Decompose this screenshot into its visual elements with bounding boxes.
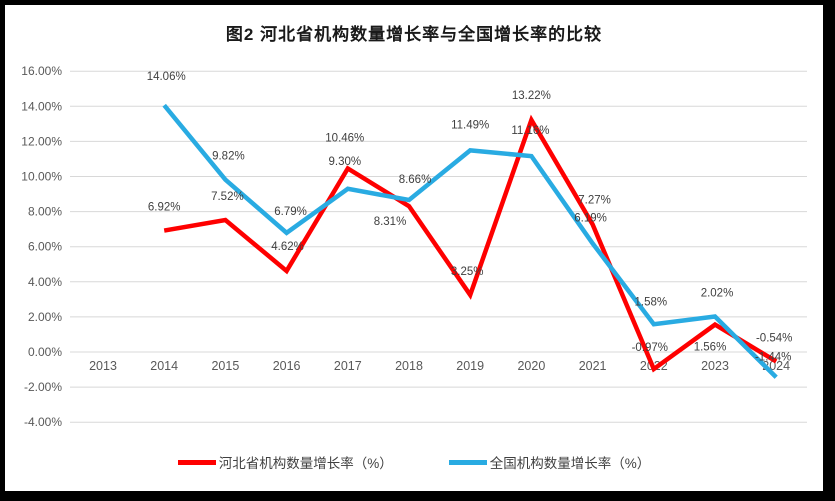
legend-item-hebei: 河北省机构数量增长率（%） — [177, 452, 393, 472]
data-label: 2.02% — [701, 288, 734, 300]
data-label: 1.56% — [694, 342, 727, 354]
chart-title: 图2 河北省机构数量增长率与全国增长率的比较 — [225, 25, 603, 44]
data-label: 7.52% — [211, 191, 244, 203]
data-label: 6.92% — [148, 202, 181, 214]
plot-svg: 16.00% 14.00% 12.00% 10.00% 8.00% 6.00% 4.00% 2… — [21, 64, 807, 429]
y-axis-tick-label: -4.00% — [24, 415, 62, 429]
x-axis-tick-label: 2021 — [579, 359, 607, 373]
data-label: 11.49% — [451, 119, 489, 131]
y-axis-tick-label: 6.00% — [28, 240, 62, 254]
data-label: 11.16% — [511, 125, 549, 137]
chart-canvas: 图2 河北省机构数量增长率与全国增长率的比较 16.00% 14.00% 12.00… — [5, 5, 823, 491]
series-line-0 — [163, 114, 778, 373]
x-axis-tick-label: 2019 — [456, 359, 484, 373]
legend-line-swatch-national — [448, 459, 487, 465]
data-label: 4.62% — [271, 241, 304, 253]
y-axis-tick-label: 12.00% — [21, 134, 62, 148]
data-label: -0.97% — [632, 342, 668, 354]
data-label: 13.22% — [512, 90, 551, 102]
legend-line-swatch-hebei — [177, 459, 216, 465]
x-axis-tick-label: 2015 — [211, 359, 239, 373]
y-axis-tick-label: -2.00% — [24, 380, 62, 394]
data-label: 7.27% — [578, 194, 611, 206]
data-label: 1.58% — [634, 296, 667, 308]
data-label: 14.06% — [147, 71, 186, 83]
data-label: 9.30% — [328, 156, 361, 168]
y-axis-tick-label: 2.00% — [28, 310, 62, 324]
data-label: 6.79% — [274, 206, 307, 218]
x-axis-tick-label: 2023 — [701, 359, 729, 373]
legend-label-national: 全国机构数量增长率（%） — [489, 456, 651, 471]
data-label: -1.44% — [755, 351, 791, 363]
y-axis-tick-label: 14.00% — [21, 99, 62, 113]
legend-item-national: 全国机构数量增长率（%） — [448, 452, 651, 472]
data-label: 10.46% — [325, 132, 364, 144]
y-axis-tick-label: 0.00% — [28, 345, 62, 359]
x-axis-tick-label: 2013 — [89, 359, 117, 373]
y-axis-tick-label: 8.00% — [28, 205, 62, 219]
data-label: 9.82% — [212, 151, 245, 163]
legend-label-hebei: 河北省机构数量增长率（%） — [218, 456, 393, 471]
x-axis-tick-label: 2018 — [395, 359, 423, 373]
chart-legend: 河北省机构数量增长率（%） 全国机构数量增长率（%） — [5, 452, 823, 472]
data-label: 3.25% — [451, 266, 484, 278]
x-axis-tick-label: 2014 — [150, 359, 178, 373]
y-axis-tick-label: 10.00% — [21, 170, 62, 184]
x-axis-tick-label: 2017 — [334, 359, 362, 373]
x-axis-tick-label: 2020 — [517, 359, 545, 373]
y-axis-tick-label: 4.00% — [28, 275, 62, 289]
series-line-1 — [162, 103, 778, 379]
data-label: 8.31% — [374, 216, 407, 228]
y-axis-tick-label: 16.00% — [21, 64, 62, 78]
data-label: 8.66% — [399, 174, 432, 186]
x-axis-tick-label: 2016 — [273, 359, 301, 373]
data-label: -0.54% — [756, 332, 792, 344]
data-label: 6.19% — [574, 212, 607, 224]
